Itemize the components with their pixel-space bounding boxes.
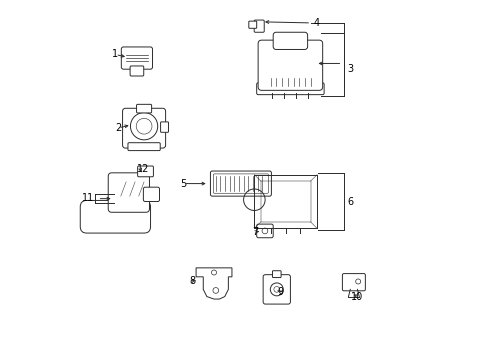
Text: 8: 8	[189, 276, 195, 286]
FancyBboxPatch shape	[130, 66, 143, 76]
FancyBboxPatch shape	[254, 20, 264, 32]
FancyBboxPatch shape	[80, 201, 150, 233]
FancyBboxPatch shape	[121, 47, 152, 69]
FancyBboxPatch shape	[258, 40, 322, 90]
FancyBboxPatch shape	[136, 104, 151, 113]
Text: 5: 5	[180, 179, 186, 189]
Text: 3: 3	[347, 64, 353, 74]
FancyBboxPatch shape	[210, 171, 271, 196]
FancyBboxPatch shape	[108, 173, 149, 212]
FancyBboxPatch shape	[342, 274, 365, 291]
FancyBboxPatch shape	[143, 187, 159, 202]
FancyBboxPatch shape	[248, 21, 256, 28]
Text: 6: 6	[346, 197, 353, 207]
Text: 12: 12	[137, 164, 149, 174]
FancyBboxPatch shape	[122, 108, 165, 148]
FancyBboxPatch shape	[137, 166, 153, 177]
FancyBboxPatch shape	[128, 143, 160, 150]
Text: 4: 4	[312, 18, 319, 28]
FancyBboxPatch shape	[273, 32, 307, 49]
FancyBboxPatch shape	[213, 174, 268, 193]
Text: 11: 11	[81, 193, 94, 203]
FancyBboxPatch shape	[263, 275, 290, 304]
Text: 2: 2	[115, 123, 121, 133]
Text: 9: 9	[277, 287, 283, 297]
Text: 10: 10	[350, 292, 363, 302]
FancyBboxPatch shape	[160, 122, 168, 132]
FancyBboxPatch shape	[256, 83, 324, 95]
FancyBboxPatch shape	[256, 224, 273, 238]
FancyBboxPatch shape	[272, 271, 281, 278]
Text: 7: 7	[252, 227, 258, 237]
Text: 1: 1	[112, 49, 118, 59]
